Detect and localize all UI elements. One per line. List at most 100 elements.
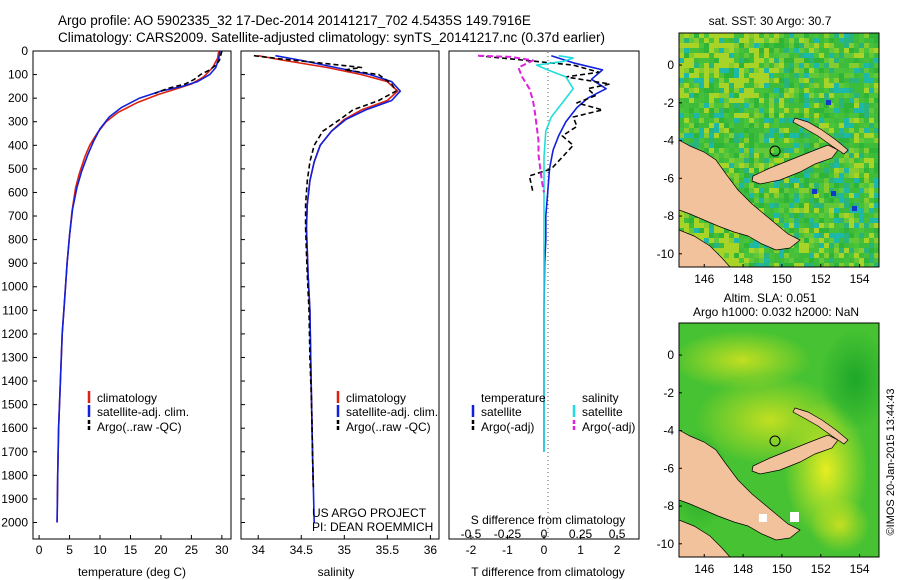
sst-cell	[869, 83, 874, 88]
sst-cell	[784, 68, 789, 73]
sst-cell	[729, 168, 734, 173]
sst-cell	[864, 228, 869, 233]
sst-cell	[774, 183, 779, 188]
sst-cell	[689, 98, 694, 103]
sst-cell	[764, 153, 769, 158]
sst-cell	[749, 243, 754, 248]
sst-cell	[819, 88, 824, 93]
sst-cell	[859, 68, 864, 73]
sst-cell	[784, 253, 789, 258]
sst-cell	[869, 148, 874, 153]
sst-cell	[734, 243, 739, 248]
sst-cell	[864, 118, 869, 123]
sst-cell	[859, 43, 864, 48]
sst-cell	[814, 163, 819, 168]
x-tick-label: 1	[577, 543, 584, 557]
sst-cell	[774, 248, 779, 253]
sst-cell	[699, 223, 704, 228]
sst-cell	[839, 123, 844, 128]
sst-cell	[799, 213, 804, 218]
sst-cell	[859, 263, 864, 267]
sst-cell	[869, 203, 874, 208]
sst-cell	[694, 233, 699, 238]
sst-cell	[854, 38, 859, 43]
sst-cell	[869, 173, 874, 178]
sst-cell	[829, 58, 834, 63]
sst-cell	[854, 68, 859, 73]
sst-cell	[744, 108, 749, 113]
sst-cell	[814, 228, 819, 233]
sst-cell	[829, 183, 834, 188]
sst-cell	[739, 233, 744, 238]
sst-cell	[864, 263, 869, 267]
sst-cell	[824, 243, 829, 248]
sst-cell	[694, 108, 699, 113]
sst-cell	[719, 228, 724, 233]
temperature-x-ticks: 0 5 10 15 20 25 30	[36, 535, 229, 557]
sst-cell	[824, 218, 829, 223]
sst-cell	[694, 123, 699, 128]
sst-cell	[759, 48, 764, 53]
sst-cell	[769, 73, 774, 78]
map-x-tick-label: 150	[772, 272, 792, 286]
sst-cell	[824, 248, 829, 253]
sst-cell	[824, 43, 829, 48]
sst-cell	[809, 178, 814, 183]
new-guinea-south-land	[679, 229, 731, 267]
sst-cell	[869, 258, 874, 263]
sst-cell	[799, 78, 804, 83]
sst-cell	[849, 53, 854, 58]
sst-cell	[749, 248, 754, 253]
sst-cell	[724, 153, 729, 158]
y-tick-label: 900	[8, 256, 28, 270]
sst-cell	[809, 183, 814, 188]
sst-cell	[769, 98, 774, 103]
sst-cell	[764, 143, 769, 148]
sst-cell	[779, 123, 784, 128]
sst-cell	[849, 73, 854, 78]
sst-cell	[709, 33, 714, 38]
sst-cell	[844, 68, 849, 73]
sst-cell	[699, 88, 704, 93]
sst-cell	[694, 38, 699, 43]
sst-cell	[874, 118, 879, 123]
sst-cell	[859, 208, 864, 213]
sst-cell	[704, 53, 709, 58]
sst-cell	[714, 33, 719, 38]
sst-cell	[719, 83, 724, 88]
sst-cell	[784, 73, 789, 78]
sst-cell	[874, 43, 879, 48]
sst-cell	[839, 98, 844, 103]
sst-cell	[869, 98, 874, 103]
sst-cell	[829, 198, 834, 203]
sst-cell	[789, 223, 794, 228]
sst-cell	[739, 183, 744, 188]
sst-cell	[859, 198, 864, 203]
sst-cell	[849, 78, 854, 83]
sst-cell	[739, 38, 744, 43]
sst-cell	[679, 223, 684, 228]
sst-cell	[724, 43, 729, 48]
sla-map: Altim. SLA: 0.051 Argo h1000: 0.032 h200…	[657, 291, 880, 576]
sst-cell	[744, 63, 749, 68]
sst-cell	[874, 63, 879, 68]
sst-cell	[754, 248, 759, 253]
sst-cell	[809, 223, 814, 228]
sst-cell	[684, 113, 689, 118]
new-britain-land	[751, 434, 839, 475]
sst-cell	[799, 178, 804, 183]
sst-cell	[704, 143, 709, 148]
sst-cell	[679, 228, 684, 233]
sst-cell	[704, 233, 709, 238]
sst-cell	[729, 103, 734, 108]
sst-cell	[829, 213, 834, 218]
sst-cell	[739, 263, 744, 267]
sst-cell	[814, 68, 819, 73]
sst-cell	[849, 243, 854, 248]
sst-cell	[849, 263, 854, 267]
sst-cell	[839, 48, 844, 53]
sst-cell	[839, 238, 844, 243]
sst-cell	[834, 93, 839, 98]
sst-cell	[749, 253, 754, 258]
